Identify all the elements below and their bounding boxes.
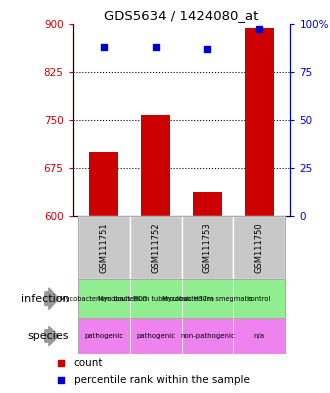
Bar <box>233 318 285 354</box>
Bar <box>141 116 170 216</box>
Text: percentile rank within the sample: percentile rank within the sample <box>74 375 249 385</box>
Bar <box>233 216 285 279</box>
Text: non-pathogenic: non-pathogenic <box>180 333 235 339</box>
Point <box>101 44 106 50</box>
Bar <box>130 318 182 354</box>
Point <box>58 377 64 384</box>
Text: Mycobacterium smegmatis: Mycobacterium smegmatis <box>162 296 253 302</box>
Text: infection: infection <box>21 294 69 304</box>
Text: count: count <box>74 358 103 367</box>
FancyArrow shape <box>45 326 59 346</box>
Text: GSM111751: GSM111751 <box>99 222 108 273</box>
Text: Mycobacterium tuberculosis H37ra: Mycobacterium tuberculosis H37ra <box>98 296 214 302</box>
Text: pathogenic: pathogenic <box>136 333 175 339</box>
Text: n/a: n/a <box>254 333 265 339</box>
Text: control: control <box>248 296 271 302</box>
FancyArrow shape <box>45 288 59 310</box>
Bar <box>78 318 130 354</box>
Point <box>58 359 64 365</box>
Bar <box>182 279 233 318</box>
Text: GSM111752: GSM111752 <box>151 222 160 273</box>
Text: pathogenic: pathogenic <box>84 333 123 339</box>
Bar <box>245 28 274 216</box>
Text: GSM111750: GSM111750 <box>255 222 264 273</box>
Bar <box>89 152 118 216</box>
Bar <box>130 279 182 318</box>
Text: GSM111753: GSM111753 <box>203 222 212 273</box>
Bar <box>182 216 233 279</box>
Bar <box>78 279 130 318</box>
Bar <box>130 216 182 279</box>
Bar <box>78 216 130 279</box>
Point <box>205 46 210 52</box>
Bar <box>193 192 222 216</box>
Bar <box>233 279 285 318</box>
Title: GDS5634 / 1424080_at: GDS5634 / 1424080_at <box>104 9 259 22</box>
Text: Mycobacterium bovis BCG: Mycobacterium bovis BCG <box>60 296 147 302</box>
Bar <box>182 318 233 354</box>
Point <box>153 44 158 50</box>
Text: species: species <box>28 331 69 341</box>
Point <box>257 26 262 33</box>
